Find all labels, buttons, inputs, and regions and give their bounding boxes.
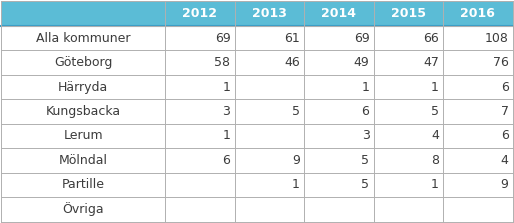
Text: 6: 6 (361, 105, 370, 118)
FancyBboxPatch shape (304, 26, 374, 50)
FancyBboxPatch shape (165, 99, 234, 124)
Text: 9: 9 (292, 154, 300, 167)
Text: 1: 1 (223, 130, 230, 142)
Text: 4: 4 (501, 154, 508, 167)
Text: Göteborg: Göteborg (54, 56, 113, 69)
Text: 49: 49 (354, 56, 370, 69)
FancyBboxPatch shape (374, 26, 443, 50)
FancyBboxPatch shape (443, 148, 512, 173)
Text: 5: 5 (361, 154, 370, 167)
Text: 108: 108 (485, 32, 508, 45)
FancyBboxPatch shape (165, 75, 234, 99)
FancyBboxPatch shape (234, 26, 304, 50)
FancyBboxPatch shape (2, 173, 165, 197)
FancyBboxPatch shape (2, 50, 165, 75)
Text: 1: 1 (431, 178, 439, 191)
FancyBboxPatch shape (234, 75, 304, 99)
FancyBboxPatch shape (374, 148, 443, 173)
FancyBboxPatch shape (165, 148, 234, 173)
FancyBboxPatch shape (443, 1, 512, 26)
Text: Lerum: Lerum (63, 130, 103, 142)
FancyBboxPatch shape (374, 124, 443, 148)
Text: 1: 1 (223, 81, 230, 93)
Text: 46: 46 (284, 56, 300, 69)
FancyBboxPatch shape (443, 124, 512, 148)
FancyBboxPatch shape (234, 173, 304, 197)
Text: 3: 3 (223, 105, 230, 118)
Text: Kungsbacka: Kungsbacka (46, 105, 121, 118)
Text: 76: 76 (492, 56, 508, 69)
FancyBboxPatch shape (234, 1, 304, 26)
FancyBboxPatch shape (443, 173, 512, 197)
Text: 69: 69 (215, 32, 230, 45)
Text: 47: 47 (423, 56, 439, 69)
Text: 7: 7 (501, 105, 508, 118)
Text: 6: 6 (223, 154, 230, 167)
FancyBboxPatch shape (443, 26, 512, 50)
FancyBboxPatch shape (304, 50, 374, 75)
FancyBboxPatch shape (2, 1, 165, 26)
Text: 1: 1 (431, 81, 439, 93)
FancyBboxPatch shape (2, 197, 165, 222)
FancyBboxPatch shape (304, 148, 374, 173)
FancyBboxPatch shape (165, 26, 234, 50)
FancyBboxPatch shape (2, 99, 165, 124)
Text: 6: 6 (501, 130, 508, 142)
Text: 2016: 2016 (461, 7, 495, 20)
Text: 5: 5 (431, 105, 439, 118)
Text: 4: 4 (431, 130, 439, 142)
Text: 3: 3 (361, 130, 370, 142)
Text: 5: 5 (361, 178, 370, 191)
FancyBboxPatch shape (304, 99, 374, 124)
FancyBboxPatch shape (304, 75, 374, 99)
Text: Härryda: Härryda (58, 81, 108, 93)
Text: 69: 69 (354, 32, 370, 45)
FancyBboxPatch shape (234, 50, 304, 75)
FancyBboxPatch shape (234, 148, 304, 173)
Text: 2013: 2013 (252, 7, 287, 20)
Text: Alla kommuner: Alla kommuner (36, 32, 131, 45)
Text: 1: 1 (361, 81, 370, 93)
Text: 66: 66 (423, 32, 439, 45)
FancyBboxPatch shape (234, 197, 304, 222)
FancyBboxPatch shape (374, 50, 443, 75)
Text: 2015: 2015 (391, 7, 426, 20)
FancyBboxPatch shape (2, 26, 165, 50)
FancyBboxPatch shape (234, 99, 304, 124)
FancyBboxPatch shape (165, 1, 234, 26)
FancyBboxPatch shape (165, 173, 234, 197)
Text: 61: 61 (284, 32, 300, 45)
FancyBboxPatch shape (374, 1, 443, 26)
Text: Övriga: Övriga (62, 202, 104, 216)
Text: 9: 9 (501, 178, 508, 191)
Text: 58: 58 (214, 56, 230, 69)
FancyBboxPatch shape (443, 197, 512, 222)
FancyBboxPatch shape (2, 148, 165, 173)
FancyBboxPatch shape (443, 99, 512, 124)
FancyBboxPatch shape (443, 50, 512, 75)
FancyBboxPatch shape (374, 75, 443, 99)
Text: 2012: 2012 (182, 7, 217, 20)
Text: 5: 5 (292, 105, 300, 118)
FancyBboxPatch shape (165, 197, 234, 222)
Text: 2014: 2014 (321, 7, 356, 20)
Text: Partille: Partille (62, 178, 105, 191)
Text: 8: 8 (431, 154, 439, 167)
FancyBboxPatch shape (304, 1, 374, 26)
FancyBboxPatch shape (304, 197, 374, 222)
FancyBboxPatch shape (304, 124, 374, 148)
FancyBboxPatch shape (2, 124, 165, 148)
FancyBboxPatch shape (165, 50, 234, 75)
Text: Mölndal: Mölndal (59, 154, 108, 167)
Text: 6: 6 (501, 81, 508, 93)
Text: 1: 1 (292, 178, 300, 191)
FancyBboxPatch shape (374, 197, 443, 222)
FancyBboxPatch shape (374, 173, 443, 197)
FancyBboxPatch shape (374, 99, 443, 124)
FancyBboxPatch shape (304, 173, 374, 197)
FancyBboxPatch shape (165, 124, 234, 148)
FancyBboxPatch shape (234, 124, 304, 148)
FancyBboxPatch shape (443, 75, 512, 99)
FancyBboxPatch shape (2, 75, 165, 99)
